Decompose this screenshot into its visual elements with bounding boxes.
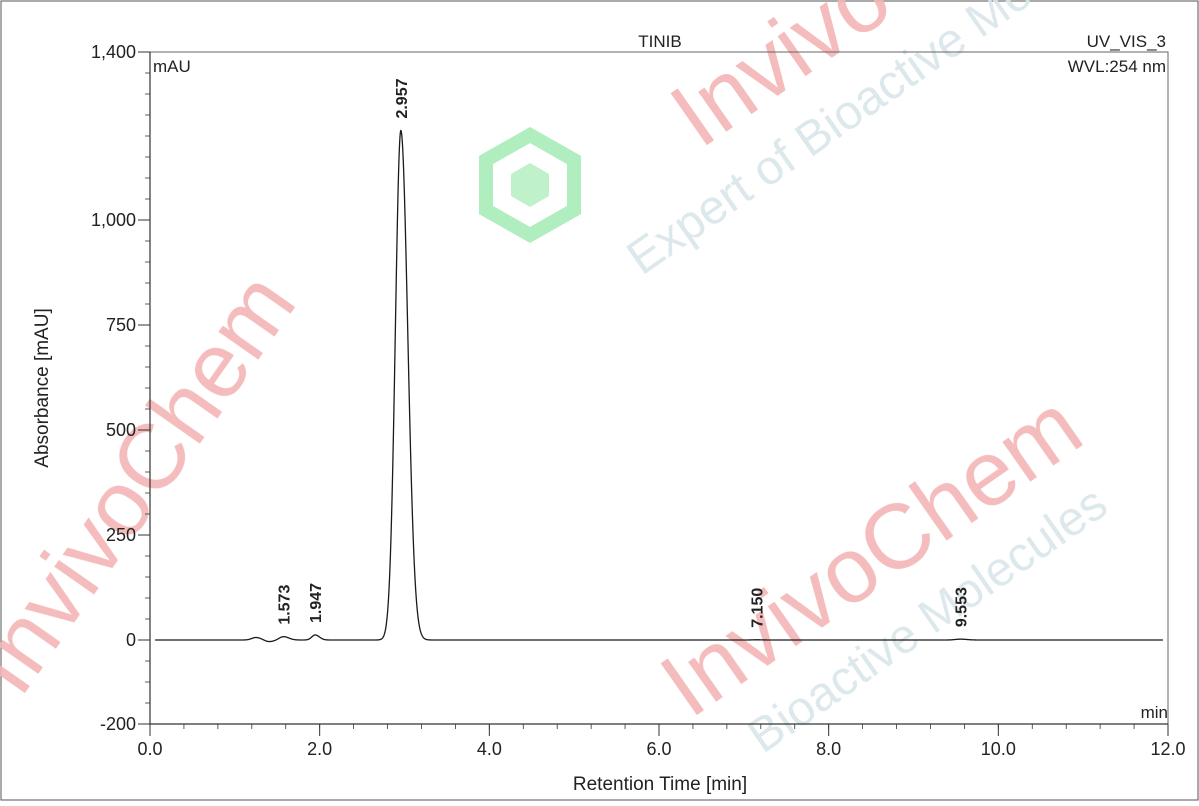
chromatogram-trace — [155, 129, 1163, 643]
x-axis-title: Retention Time [min] — [573, 774, 747, 795]
peak-label: 1.947 — [308, 583, 325, 623]
trace-group — [155, 129, 1163, 643]
x-tick-label: 0.0 — [137, 739, 162, 759]
peak-label: 7.150 — [750, 588, 767, 628]
peak-label: 1.573 — [276, 585, 293, 625]
y-tick-label: 1,000 — [91, 210, 136, 230]
x-tick-label: 8.0 — [816, 739, 841, 759]
y-tick-label: -200 — [100, 714, 136, 734]
y-tick-label: 250 — [106, 525, 136, 545]
peak-labels: 1.573 1.947 2.957 7.150 9.553 — [276, 78, 970, 627]
y-tick-label: 1,400 — [91, 42, 136, 62]
x-tick-label: 10.0 — [981, 739, 1016, 759]
chart-title: TINIB — [638, 32, 681, 51]
x-tick-label: 2.0 — [307, 739, 332, 759]
x-unit-label: min — [1141, 703, 1168, 722]
wavelength-label: WVL:254 nm — [1068, 57, 1166, 76]
y-tick-label: 500 — [106, 420, 136, 440]
axes: -200 0 250 500 750 1,000 1,400 0.0 2.0 4.0 6.0 8.0 1… — [91, 42, 1186, 759]
watermark-hexagon-icon — [479, 126, 581, 244]
y-tick-label: 750 — [106, 315, 136, 335]
y-unit-label: mAU — [153, 57, 191, 76]
x-tick-label: 4.0 — [477, 739, 502, 759]
channel-label: UV_VIS_3 — [1087, 32, 1166, 51]
x-tick-label: 12.0 — [1150, 739, 1185, 759]
y-axis-title: Absorbance [mAU] — [32, 308, 53, 467]
peak-label: 2.957 — [394, 78, 411, 118]
y-tick-label: 0 — [126, 630, 136, 650]
peak-label: 9.553 — [953, 587, 970, 627]
x-tick-label: 6.0 — [646, 739, 671, 759]
